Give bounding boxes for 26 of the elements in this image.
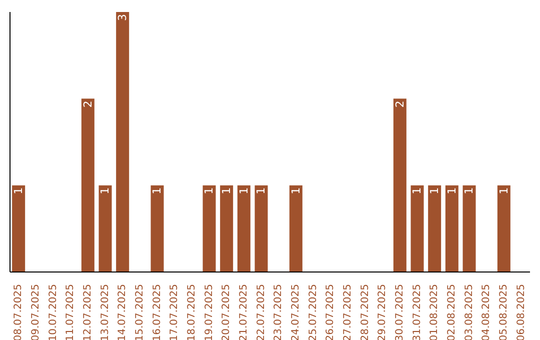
data-label: 2 [81,100,94,108]
data-label: 1 [220,187,234,194]
data-label: 1 [289,187,302,194]
x-tick-label: 19.07.2025 [204,284,215,340]
x-tick-label: 13.07.2025 [100,284,111,340]
data-label: 1 [497,187,510,194]
x-tick-label: 10.07.2025 [48,284,59,340]
data-label: 1 [237,187,250,194]
data-label: 1 [12,187,26,194]
x-tick-label: 18.07.2025 [186,284,198,340]
x-tick-label: 16.07.2025 [152,284,163,340]
data-label: 1 [202,187,216,194]
x-tick-label: 17.07.2025 [169,284,180,340]
data-label: 1 [445,187,458,194]
data-label: 1 [98,187,112,194]
x-tick-label: 12.07.2025 [82,284,94,340]
x-tick-label: 14.07.2025 [117,284,128,340]
x-tick-label: 11.07.2025 [65,284,76,340]
data-label: 1 [428,187,442,194]
data-label: 3 [116,14,130,21]
data-label: 1 [410,187,424,194]
data-label: 1 [462,187,476,194]
data-label: 1 [150,187,164,194]
x-tick-label: 15.07.2025 [134,284,146,340]
data-label: 2 [393,100,406,108]
data-label: 1 [254,187,268,194]
